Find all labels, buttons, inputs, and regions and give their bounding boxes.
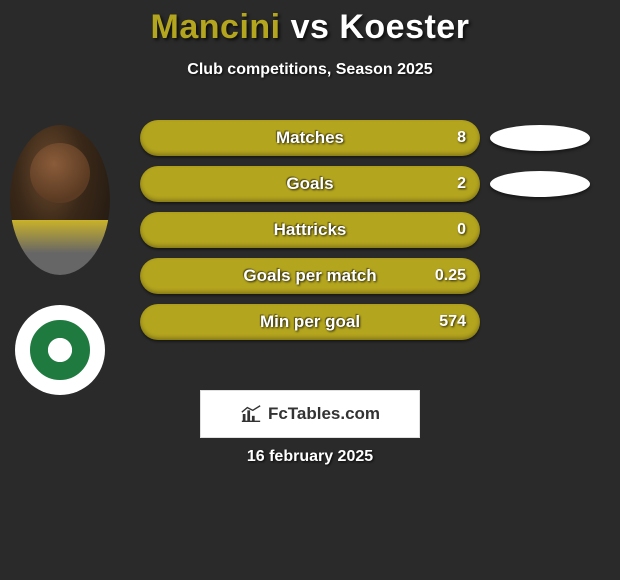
stat-bar: Goals 2 <box>140 166 480 202</box>
stat-value: 8 <box>457 129 466 147</box>
player-photo <box>10 125 110 275</box>
left-avatars-column <box>10 125 110 395</box>
attribution-text: FcTables.com <box>268 404 380 424</box>
stat-value: 2 <box>457 175 466 193</box>
stat-label: Min per goal <box>260 312 360 332</box>
title-player1: Mancini <box>151 8 281 46</box>
stat-value: 0.25 <box>435 267 466 285</box>
chart-icon <box>240 404 262 424</box>
marker-ellipse <box>490 171 590 197</box>
title-player2: Koester <box>339 8 469 46</box>
stat-label: Matches <box>276 128 344 148</box>
stat-label: Hattricks <box>274 220 347 240</box>
stat-bar: Goals per match 0.25 <box>140 258 480 294</box>
stat-bar: Matches 8 <box>140 120 480 156</box>
stat-bar: Hattricks 0 <box>140 212 480 248</box>
attribution-box: FcTables.com <box>200 390 420 438</box>
right-markers <box>490 125 600 217</box>
stat-label: Goals <box>286 174 333 194</box>
stat-value: 0 <box>457 221 466 239</box>
comparison-title: Mancini vs Koester <box>0 0 620 47</box>
marker-ellipse <box>490 125 590 151</box>
stat-value: 574 <box>439 313 466 331</box>
title-vs: vs <box>291 8 330 46</box>
club-badge-inner <box>30 320 90 380</box>
date-text: 16 february 2025 <box>0 448 620 466</box>
stat-label: Goals per match <box>243 266 376 286</box>
stat-bars: Matches 8 Goals 2 Hattricks 0 Goals per … <box>140 120 480 350</box>
subtitle: Club competitions, Season 2025 <box>0 61 620 79</box>
stat-bar: Min per goal 574 <box>140 304 480 340</box>
club-badge <box>15 305 105 395</box>
